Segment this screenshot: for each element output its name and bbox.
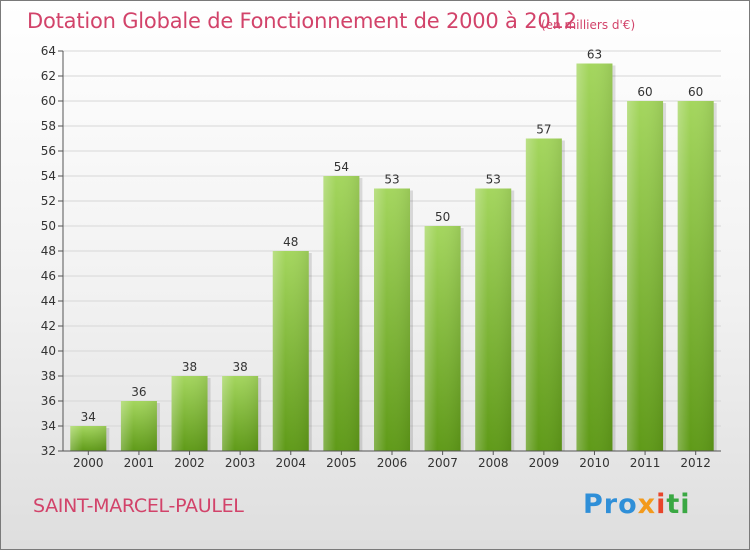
x-tick-label-2010: 2010 [579,456,610,470]
logo-part-i: i [656,489,667,520]
y-tick-label: 42 [41,319,56,333]
x-tick-label-2004: 2004 [275,456,306,470]
y-tick-label: 54 [41,169,56,183]
y-tick-label: 62 [41,69,56,83]
logo-part-x: x [637,489,657,520]
chart-unit-note: (en milliers d'€) [541,18,636,32]
value-label-2007: 50 [435,210,450,224]
x-tick-label-2009: 2009 [529,456,560,470]
y-tick-label: 32 [41,444,56,458]
value-label-2001: 36 [131,385,146,399]
axes: 32 34 36 38 40 42 44 46 48 50 52 54 56 58 60 62 64 34 2000… [41,44,721,470]
bar-shine [475,188,512,451]
y-tick-label: 60 [41,94,56,108]
logo-part-ti: ti [666,489,691,520]
bar-shine [171,376,208,451]
y-tick-label: 48 [41,244,56,258]
bar-shine [120,401,157,451]
y-tick-label: 46 [41,269,56,283]
y-tick-label: 36 [41,394,56,408]
bar-shine [576,63,613,451]
bar-shine [677,101,714,451]
y-tick-label: 58 [41,119,56,133]
x-tick-label-2005: 2005 [326,456,357,470]
bar-shine [222,376,259,451]
y-tick-label: 34 [41,419,56,433]
x-tick-label-2003: 2003 [225,456,256,470]
value-label-2006: 53 [384,173,399,187]
x-tick-label-2002: 2002 [174,456,205,470]
y-tick-label: 56 [41,144,56,158]
value-label-2004: 48 [283,235,298,249]
value-label-2003: 38 [233,360,248,374]
y-tick-label: 52 [41,194,56,208]
value-label-2012: 60 [688,85,703,99]
value-label-2009: 57 [536,123,551,137]
x-tick-label-2008: 2008 [478,456,509,470]
x-tick-label-2001: 2001 [124,456,155,470]
bar-shine [525,138,562,451]
value-label-2002: 38 [182,360,197,374]
y-tick-label: 64 [41,44,56,58]
bar-shine [272,251,309,451]
value-label-2008: 53 [486,173,501,187]
bar-shine [424,226,461,451]
bars [70,63,717,451]
x-tick-label-2011: 2011 [630,456,661,470]
y-tick-label: 38 [41,369,56,383]
x-tick-label-2007: 2007 [427,456,458,470]
chart-title: Dotation Globale de Fonctionnement de 20… [27,9,577,33]
commune-name: SAINT-MARCEL-PAULEL [33,495,244,517]
bar-shine [70,426,107,451]
y-tick-label: 50 [41,219,56,233]
value-label-2011: 60 [637,85,652,99]
bar-shine [323,176,360,451]
x-tick-label-2012: 2012 [680,456,711,470]
logo-part-pro: Pro [583,489,638,520]
bar-shine [374,188,410,451]
x-tick-label-2000: 2000 [73,456,104,470]
value-label-2010: 63 [587,48,602,62]
value-label-2005: 54 [334,160,349,174]
y-tick-label: 44 [41,294,56,308]
proxiti-logo[interactable]: Proxiti [583,489,691,520]
x-tick-label-2006: 2006 [377,456,408,470]
value-label-2000: 34 [81,410,96,424]
bar-shine [627,101,664,451]
y-tick-label: 40 [41,344,56,358]
